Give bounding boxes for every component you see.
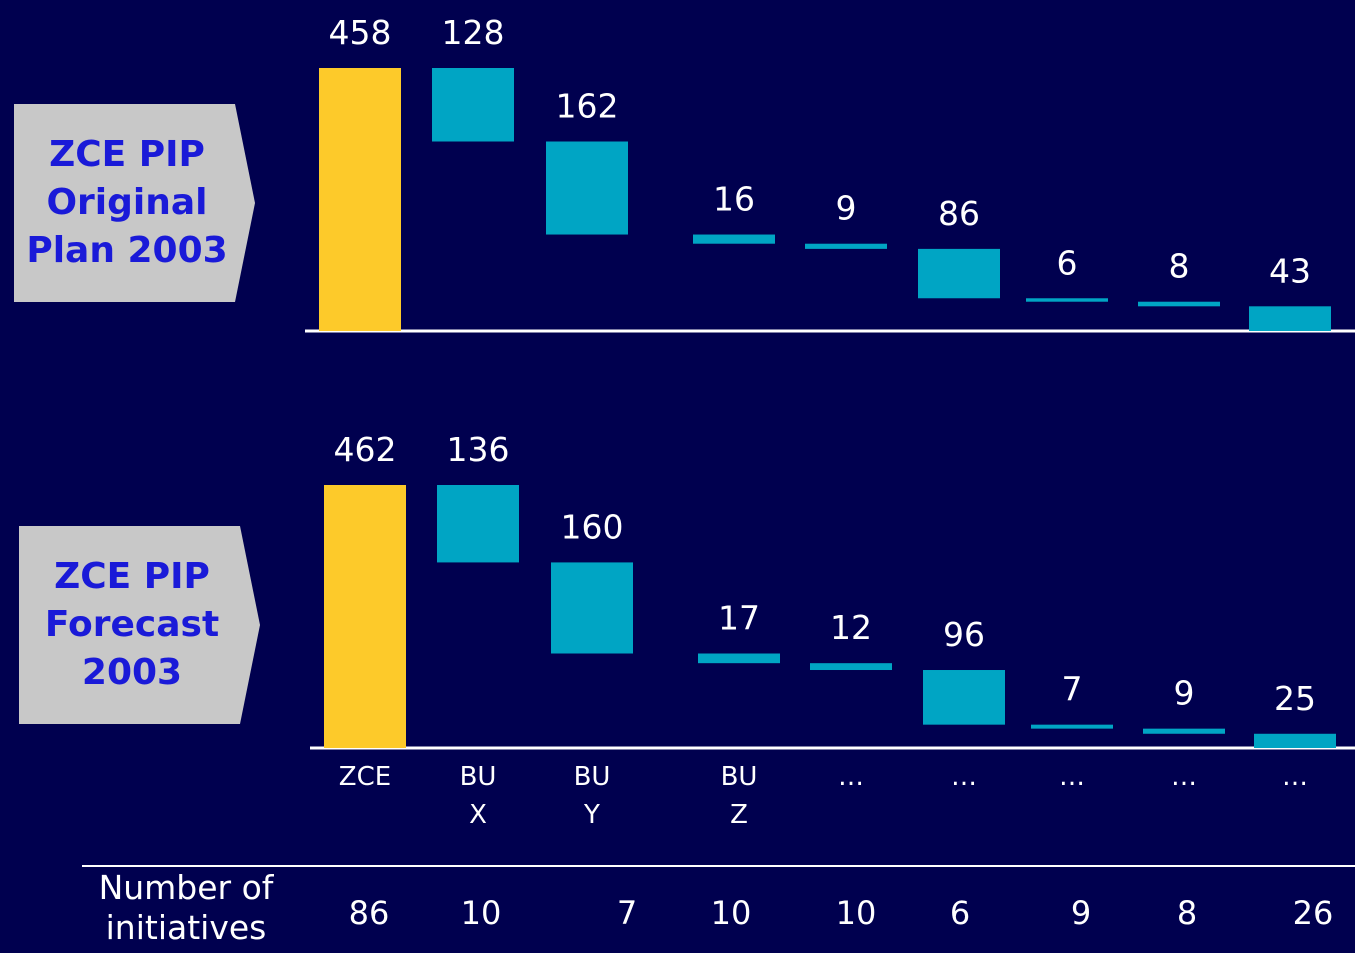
bar [923,670,1005,725]
value-label: 9 [836,189,857,228]
chart-label: ZCE PIP Original Plan 2003 [26,134,228,271]
category-label: BU X [459,762,497,830]
initiatives-value: 9 [1070,894,1092,932]
initiatives-value: 8 [1176,894,1198,932]
bar [1031,724,1113,729]
bar [698,653,780,664]
bar [810,663,892,671]
chart-label: ZCE PIP Forecast 2003 [44,556,220,693]
category-label: … [1282,762,1308,792]
value-label: 162 [556,87,619,126]
bar [805,243,887,249]
value-label: 160 [561,507,624,546]
category-label: BU Y [573,762,611,830]
initiatives-value: 26 [1292,894,1334,932]
bar [324,485,406,748]
category-label: … [1171,762,1197,792]
value-label: 43 [1269,251,1311,290]
initiatives-value: 7 [616,894,638,932]
bar [1249,306,1331,331]
bar [1026,298,1108,302]
bar [693,234,775,244]
bar [437,485,519,563]
value-label: 458 [329,13,392,52]
value-label: 462 [334,430,397,469]
tag-shape [14,104,255,302]
value-label: 8 [1169,247,1190,286]
initiatives-value: 86 [348,894,390,932]
bar [918,248,1000,299]
value-label: 128 [442,13,505,52]
tag-shape [19,526,260,724]
initiatives-value: 10 [710,894,752,932]
value-label: 25 [1274,679,1316,718]
bar [1143,728,1225,734]
bar [551,562,633,654]
value-label: 96 [943,615,985,654]
category-label: ZCE [338,762,392,792]
bar [319,68,401,331]
initiatives-value: 10 [460,894,502,932]
value-label: 136 [447,430,510,469]
category-label: BU Z [720,762,758,830]
bar [432,68,514,142]
table-label: Number of initiatives [98,868,274,947]
value-label: 16 [713,180,755,219]
initiatives-value: 10 [835,894,877,932]
category-label: … [1059,762,1085,792]
bar [546,141,628,235]
value-label: 7 [1062,670,1083,709]
value-label: 12 [830,608,872,647]
bar [1254,733,1336,748]
value-label: 9 [1174,674,1195,713]
value-label: 86 [938,194,980,233]
initiatives-value: 6 [949,894,971,932]
category-label: … [838,762,864,792]
value-label: 6 [1057,243,1078,282]
category-label: … [951,762,977,792]
value-label: 17 [718,599,760,638]
bar [1138,301,1220,307]
